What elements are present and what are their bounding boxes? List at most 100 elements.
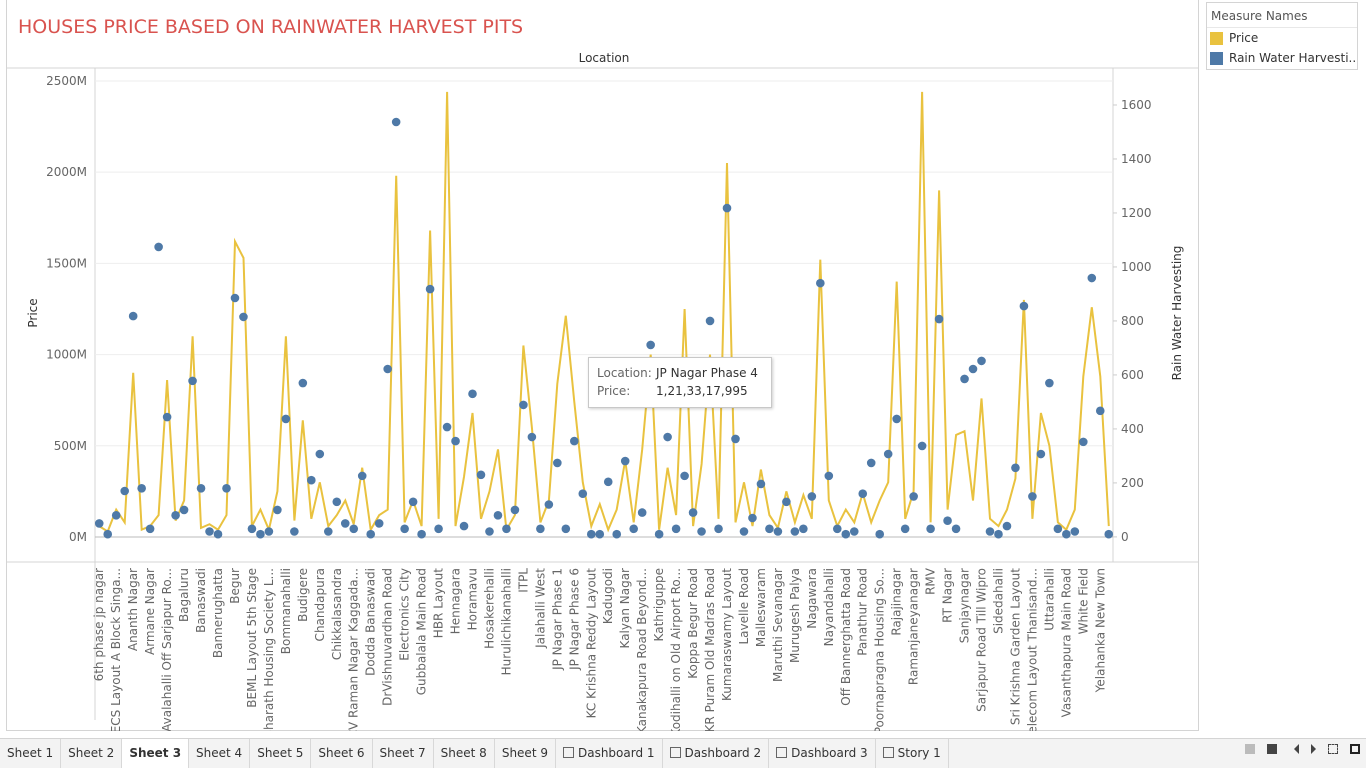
sheet-tab[interactable]: Sheet 6: [311, 739, 373, 768]
y-tick-label: 1500M: [46, 256, 87, 270]
x-tick-label: Vasanthapura Main Road: [1059, 568, 1073, 717]
rwh-dot: [120, 486, 129, 496]
x-tick-label: Telecom Layout Thanisand...: [1025, 568, 1039, 731]
y-tick-label: 500M: [54, 439, 87, 453]
rwh-dot: [654, 529, 664, 539]
rwh-dot: [722, 203, 732, 213]
rwh-dot: [527, 432, 537, 442]
x-tick-label: Kalyan Nagar: [618, 568, 632, 649]
filmstrip-button[interactable]: [1267, 744, 1277, 754]
tooltip-value: 1,21,33,17,995: [656, 384, 748, 398]
rwh-dot: [222, 484, 231, 493]
y-axis-title: Price: [26, 298, 40, 327]
rwh-dot: [697, 527, 706, 536]
grid-view-button[interactable]: [1245, 744, 1255, 754]
x-tick-label: Nagawara: [805, 568, 819, 629]
rwh-dot: [858, 489, 868, 499]
x-tick-label: Hennagara: [449, 568, 463, 634]
sheet-tab[interactable]: Sheet 9: [495, 739, 556, 768]
fullscreen-button[interactable]: [1328, 744, 1338, 754]
rwh-dot: [315, 449, 325, 459]
chart: HOUSES PRICE BASED ON RAINWATER HARVEST …: [7, 16, 1198, 731]
sheet-tab[interactable]: Dashboard 1: [556, 739, 663, 768]
sheet-tab[interactable]: Dashboard 2: [663, 739, 770, 768]
rwh-dot: [213, 529, 223, 539]
y2-tick-label: 200: [1121, 476, 1144, 490]
rwh-dot: [383, 364, 392, 374]
x-tick-label: Hosakerehalli: [482, 568, 496, 649]
rwh-dot: [680, 471, 689, 481]
sheet-tab[interactable]: Story 1: [876, 739, 949, 768]
rwh-dot: [485, 527, 494, 536]
sheet-tab[interactable]: Sheet 5: [250, 739, 312, 768]
legend-item: Rain Water Harvesti..: [1207, 48, 1357, 68]
x-tick-label: CV Raman Nagar Kaggada...: [347, 568, 361, 731]
rwh-dot: [128, 311, 138, 321]
x-tick-label: White Field: [1076, 568, 1090, 634]
rwh-dot: [400, 524, 409, 534]
sheet-tab[interactable]: Sheet 2: [61, 739, 123, 768]
rwh-dot: [349, 524, 359, 534]
y-tick-label: 1000M: [46, 348, 87, 362]
sheet-tab[interactable]: Sheet 8: [434, 739, 495, 768]
tab-label: Sheet 2: [68, 746, 115, 760]
x-tick-label: Ramanjaneyanagar: [907, 568, 921, 685]
rwh-dot: [425, 284, 435, 294]
rwh-dot: [519, 400, 528, 410]
rwh-dot: [841, 529, 851, 539]
x-tick-label: Sarjapur Road Till Wipro: [975, 568, 989, 712]
rwh-dot: [943, 516, 952, 525]
rwh-dot: [154, 242, 163, 252]
rwh-dot: [417, 529, 426, 539]
rwh-dot: [1062, 529, 1071, 539]
x-tick-label: Avalahalli Off Sarjapur Ro...: [160, 568, 174, 731]
tab-label: Sheet 4: [196, 746, 243, 760]
x-tick-label: Horamavu: [466, 568, 480, 630]
x-tick-label: Poornapragna Housing So...: [873, 568, 887, 731]
rwh-dot: [459, 521, 469, 531]
rwh-dot: [434, 524, 443, 534]
toolbar: [1245, 744, 1360, 754]
x-tick-label: Bommanahalli: [279, 568, 293, 654]
x-tick-label: JP Nagar Phase 1: [550, 568, 564, 671]
rwh-dot: [1028, 492, 1037, 501]
sheet-tab[interactable]: Sheet 1: [0, 739, 62, 768]
sheet-tab[interactable]: Sheet 3: [122, 739, 190, 768]
x-tick-label: Off Bannerghatta Road: [839, 568, 853, 706]
rwh-dot: [934, 314, 944, 324]
rwh-dot: [646, 340, 655, 350]
rwh-dot: [968, 364, 978, 374]
rwh-dot: [451, 436, 460, 446]
rwh-dot: [570, 436, 579, 446]
rwh-dot: [468, 389, 477, 399]
rwh-dot: [603, 477, 613, 487]
rwh-dot: [281, 414, 291, 424]
y-tick-label: 2500M: [46, 74, 87, 88]
legend-title: Measure Names: [1207, 3, 1357, 28]
column-header: Location: [579, 51, 630, 65]
rwh-dot: [731, 434, 740, 444]
x-tick-label: Bagaluru: [177, 568, 191, 622]
x-tick-label: Ananth Nagar: [126, 568, 140, 651]
rwh-dot: [1079, 437, 1088, 447]
rwh-dot: [739, 527, 749, 536]
legend-swatch: [1210, 31, 1223, 45]
worksheet: HOUSES PRICE BASED ON RAINWATER HARVEST …: [6, 0, 1199, 731]
rwh-dot: [612, 529, 622, 539]
presentation-button[interactable]: [1350, 744, 1360, 754]
prev-button[interactable]: [1289, 744, 1299, 754]
next-button[interactable]: [1311, 744, 1316, 754]
sheet-tab[interactable]: Dashboard 3: [769, 739, 876, 768]
rwh-dot: [705, 316, 715, 326]
tab-icon: [776, 747, 788, 758]
sheet-tab[interactable]: Sheet 7: [373, 739, 434, 768]
rwh-dot: [1036, 449, 1046, 459]
x-tick-label: KC Krishna Reddy Layout: [584, 568, 598, 719]
rwh-dot: [332, 497, 342, 507]
rwh-dot: [137, 484, 146, 493]
sheet-tab[interactable]: Sheet 4: [189, 739, 251, 768]
x-tick-label: Kodihalli on Old Airport Ro...: [669, 568, 683, 731]
rwh-dot: [1095, 406, 1105, 416]
rwh-dot: [1011, 463, 1020, 473]
rwh-dot: [391, 117, 401, 127]
